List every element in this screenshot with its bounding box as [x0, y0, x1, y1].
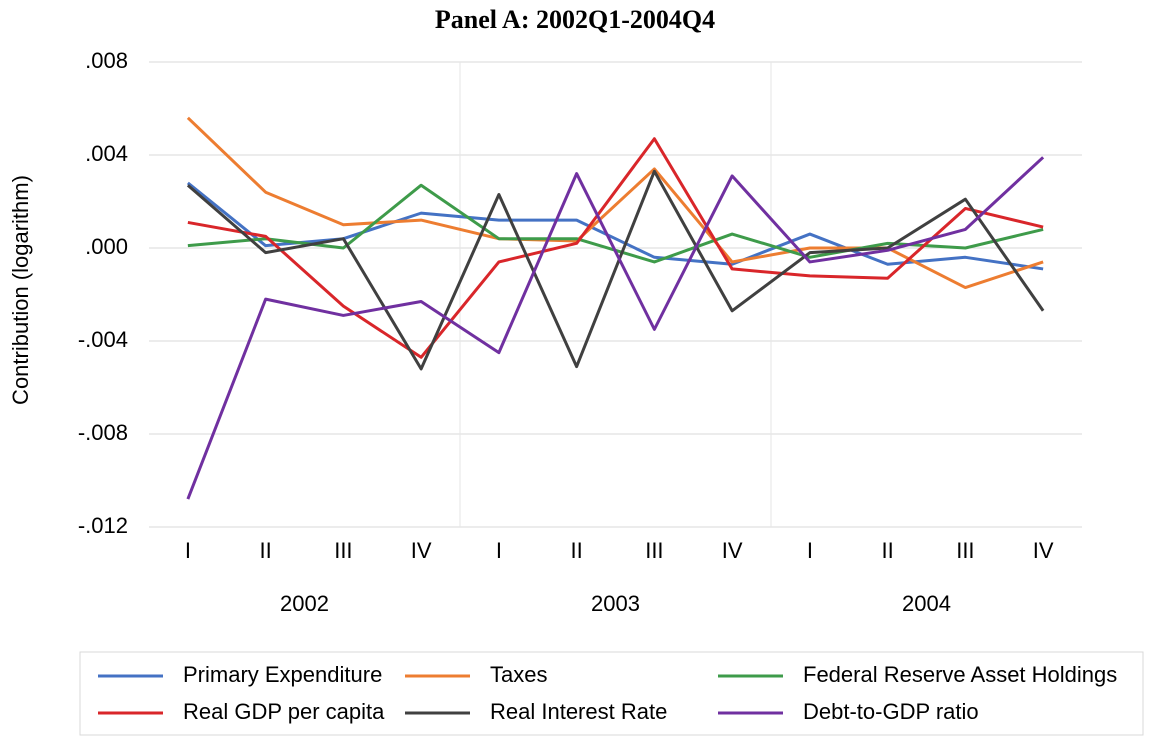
x-group-label: 2003 — [591, 591, 640, 616]
line-series — [187, 137, 1044, 359]
x-group-label: 2002 — [280, 591, 329, 616]
x-tick-label: II — [571, 538, 583, 563]
x-tick-label: III — [334, 538, 352, 563]
chart-title: Panel A: 2002Q1-2004Q4 — [435, 5, 715, 34]
y-tick-label: .000 — [85, 234, 128, 259]
line-series — [186, 156, 1045, 500]
line-series — [186, 181, 1044, 271]
x-tick-label: IV — [722, 538, 743, 563]
x-tick-label: II — [260, 538, 272, 563]
y-tick-label: -.004 — [78, 327, 128, 352]
y-tick-label: .004 — [85, 141, 128, 166]
legend-box — [79, 651, 1144, 736]
legend-label: Real Interest Rate — [490, 699, 667, 724]
y-axis-label: Contribution (logarithm) — [8, 175, 33, 405]
x-tick-label: III — [956, 538, 974, 563]
legend-label: Taxes — [490, 662, 547, 687]
y-tick-label: -.012 — [78, 513, 128, 538]
legend-label: Federal Reserve Asset Holdings — [803, 662, 1117, 687]
x-tick-label: IV — [1033, 538, 1054, 563]
legend-label: Real GDP per capita — [183, 699, 385, 724]
x-tick-label: I — [496, 538, 502, 563]
x-group-label: 2004 — [902, 591, 951, 616]
line-series — [186, 116, 1044, 290]
x-tick-label: III — [645, 538, 663, 563]
y-tick-label: .008 — [85, 48, 128, 73]
x-tick-label: I — [185, 538, 191, 563]
line-series — [186, 169, 1045, 371]
legend-label: Primary Expenditure — [183, 662, 382, 687]
x-tick-label: II — [882, 538, 894, 563]
legend-label: Debt-to-GDP ratio — [803, 699, 979, 724]
y-tick-label: -.008 — [78, 420, 128, 445]
x-tick-label: I — [807, 538, 813, 563]
x-tick-label: IV — [411, 538, 432, 563]
